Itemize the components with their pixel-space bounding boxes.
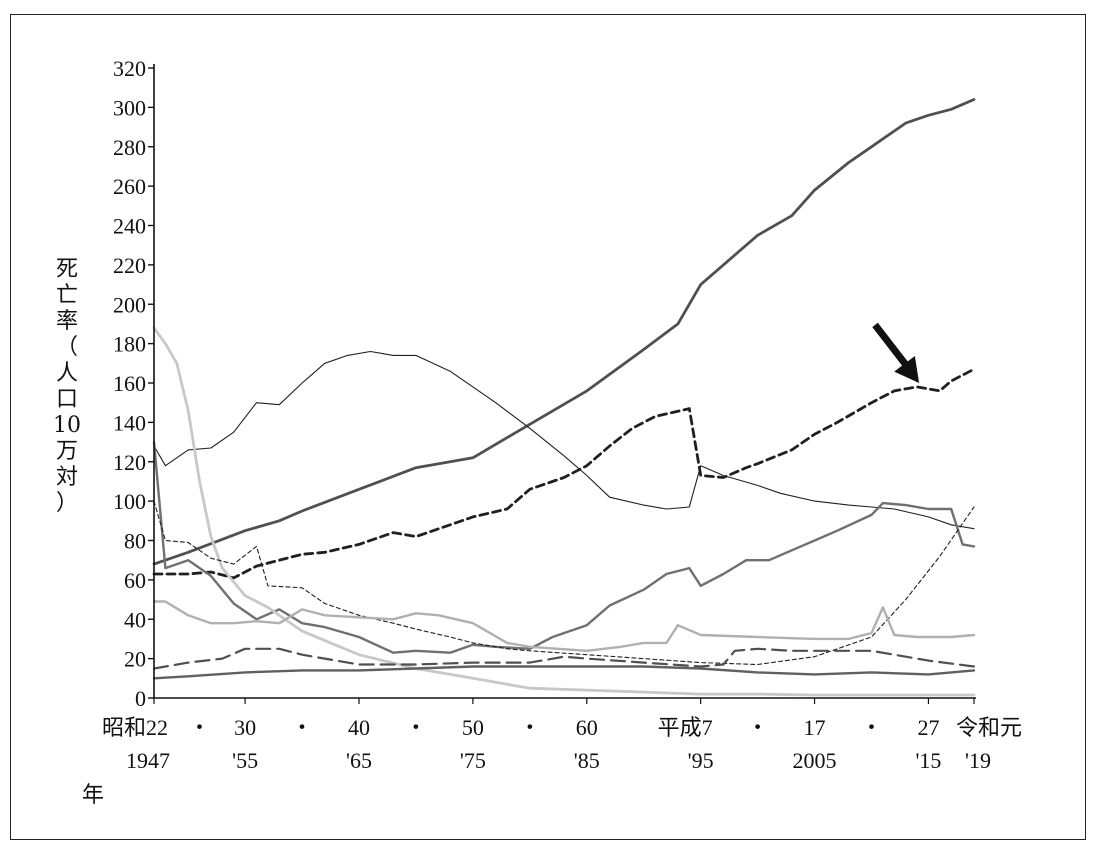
- x-tick-label-era: ・: [747, 715, 769, 740]
- x-tick-label-year: '55: [232, 748, 258, 773]
- y-axis-label-char: 死: [56, 257, 78, 282]
- x-tick-label-year: '19: [965, 748, 991, 773]
- y-tick-label: 80: [124, 529, 146, 554]
- y-tick-label: 180: [113, 332, 146, 357]
- x-tick-label-year: '15: [915, 748, 941, 773]
- y-axis-label-char: 亡: [56, 283, 78, 308]
- axes: [153, 64, 976, 699]
- data-series: [152, 98, 976, 697]
- series-line-8: [152, 647, 976, 670]
- y-axis-label-char: 万: [56, 439, 78, 464]
- x-axis-ticks: 昭和22 1947 ・ 30 '55 ・ 40 '65 ・ 50 '75 ・ 60 '85 平成7 '95 ・ 1…: [82, 698, 1022, 807]
- series-line-5: [152, 326, 976, 697]
- x-axis-unit-label: 年: [82, 782, 104, 807]
- x-tick-label-era: 40: [348, 715, 370, 740]
- x-tick-label-era: ・: [860, 715, 882, 740]
- y-tick-label: 300: [113, 95, 146, 120]
- x-tick-label-era: 27: [917, 715, 939, 740]
- x-tick-label-era: 50: [462, 715, 484, 740]
- series-line-9: [152, 665, 976, 680]
- x-tick-label-era: 30: [234, 715, 256, 740]
- x-tick-label-era: 令和元: [956, 715, 1022, 740]
- arrow-head: [894, 355, 920, 383]
- y-axis-label-char: 10: [53, 413, 81, 438]
- x-tick-label-era: 平成7: [658, 715, 713, 740]
- x-tick-label-year: 1947: [126, 748, 170, 773]
- x-tick-label-era: ・: [291, 715, 313, 740]
- arrow-shaft: [872, 322, 912, 372]
- y-tick-label: 20: [124, 647, 146, 672]
- y-tick-label: 200: [113, 292, 146, 317]
- y-tick-label: 100: [113, 489, 146, 514]
- series-line-7: [152, 600, 976, 652]
- y-axis-label-char: （: [56, 335, 78, 360]
- series-line-1: [152, 98, 976, 566]
- y-axis-label-char: 人: [56, 361, 78, 386]
- y-axis-label-char: 対: [56, 465, 78, 490]
- x-tick-label-year: '75: [460, 748, 486, 773]
- x-tick-label-year: '65: [346, 748, 372, 773]
- x-tick-label-year: 2005: [793, 748, 837, 773]
- series-line-3: [153, 350, 975, 530]
- y-axis-ticks: 0 20 40 60 80 100 120 140 160 180 200 220 240 260 280 3…: [113, 56, 154, 711]
- y-tick-label: 160: [113, 371, 146, 396]
- y-tick-label: 220: [113, 253, 146, 278]
- x-tick-label-era: ・: [189, 715, 211, 740]
- series-line-6: [153, 500, 975, 666]
- annotation-arrow: [872, 322, 920, 383]
- y-tick-label: 0: [135, 686, 146, 711]
- y-tick-label: 280: [113, 135, 146, 160]
- series-line-4: [152, 440, 976, 654]
- x-tick-label-year: '95: [688, 748, 714, 773]
- y-tick-label: 120: [113, 450, 146, 475]
- series-line-2: [152, 367, 976, 580]
- figure-frame: [10, 14, 1086, 840]
- x-tick-label-era: 60: [576, 715, 598, 740]
- y-axis-label-char: ）: [56, 491, 78, 516]
- x-tick-label-year: '85: [574, 748, 600, 773]
- x-tick-label-era: ・: [405, 715, 427, 740]
- y-tick-label: 60: [124, 568, 146, 593]
- y-tick-label: 320: [113, 56, 146, 81]
- x-tick-label-era: ・: [519, 715, 541, 740]
- x-tick-label-era: 昭和22: [102, 715, 168, 740]
- y-axis-label-char: 率: [56, 309, 78, 334]
- y-axis-label-char: 口: [56, 387, 78, 412]
- y-tick-label: 260: [113, 174, 146, 199]
- x-tick-label-era: 17: [804, 715, 826, 740]
- y-tick-label: 40: [124, 607, 146, 632]
- y-tick-label: 140: [113, 410, 146, 435]
- y-tick-label: 240: [113, 214, 146, 239]
